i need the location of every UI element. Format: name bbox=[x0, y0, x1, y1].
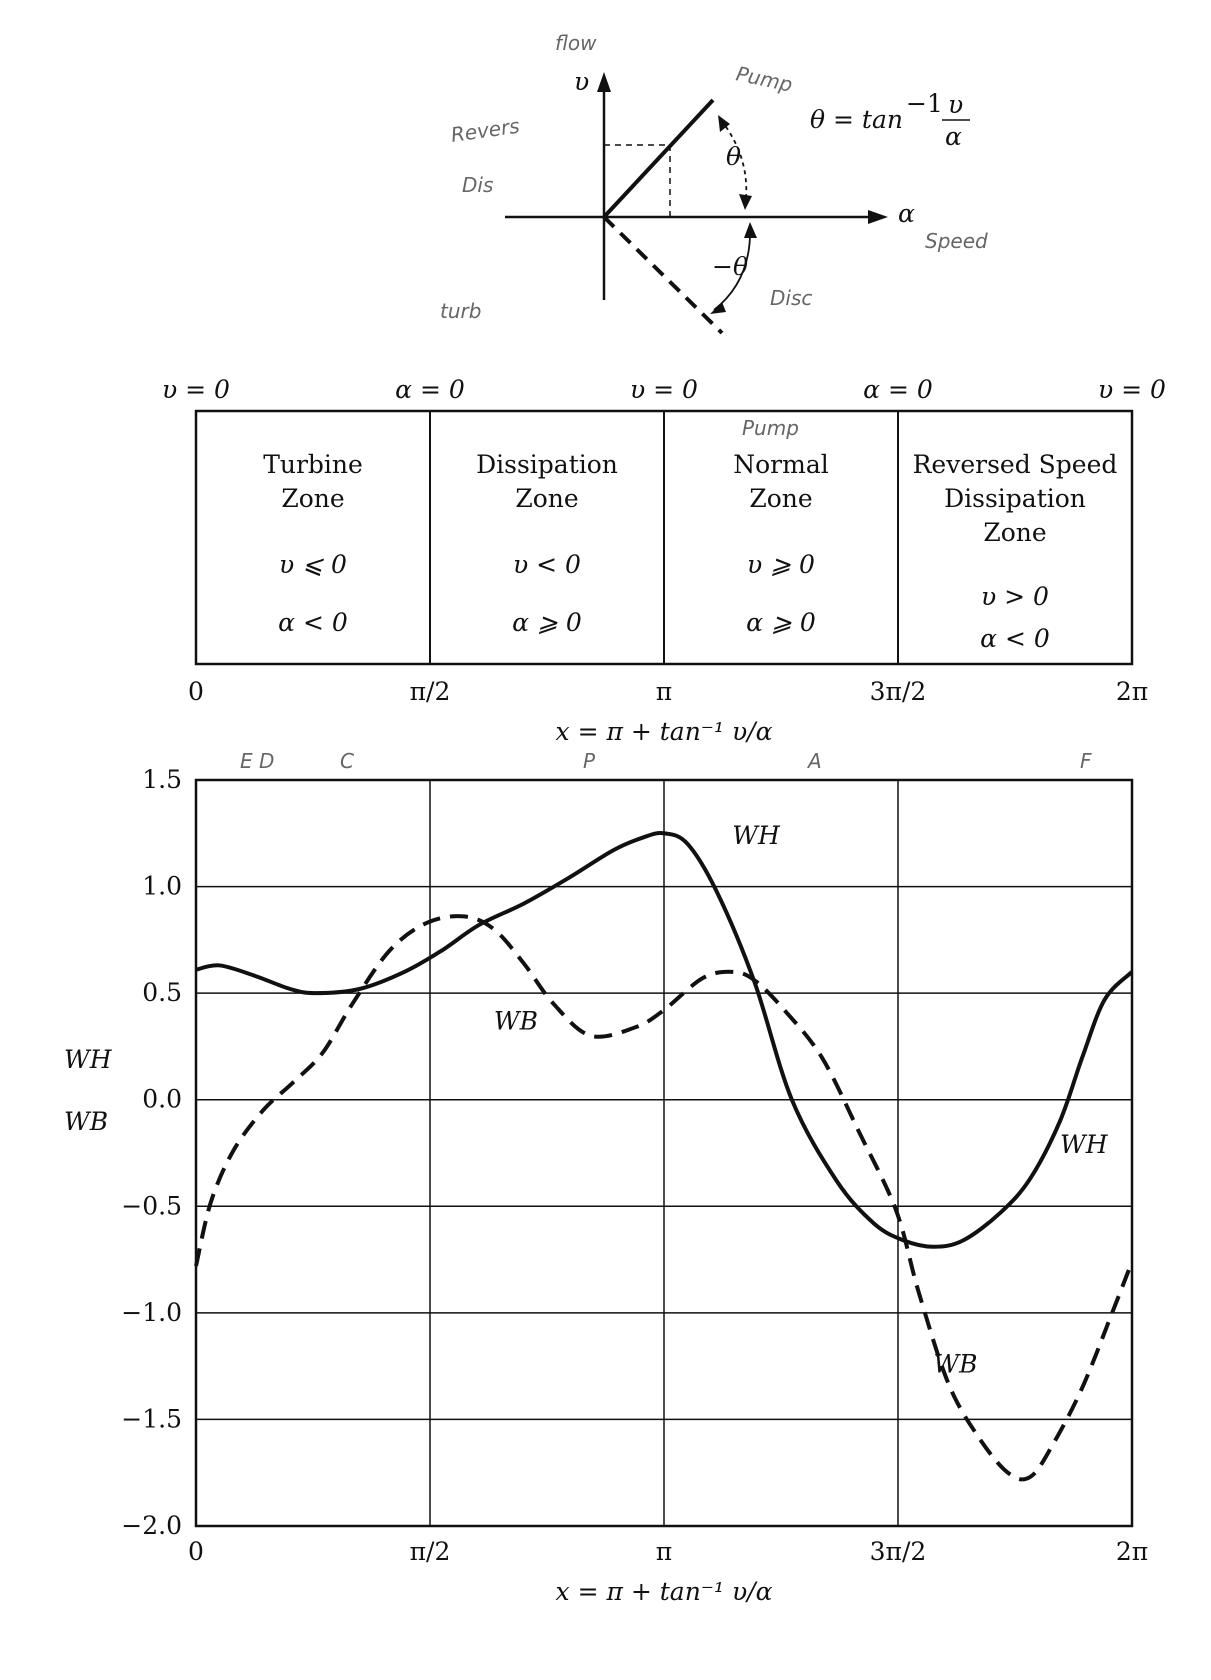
zone-condition-v: υ < 0 bbox=[513, 550, 581, 579]
y-tick-label: −0.5 bbox=[121, 1191, 182, 1220]
vector-diagram: flow υ α Speed θ −θ θ = tan −1 υ α Pump … bbox=[440, 31, 988, 335]
formula-numerator: υ bbox=[948, 90, 963, 119]
formula-denominator: α bbox=[945, 122, 962, 151]
zone-tick-label: 0 bbox=[188, 677, 204, 706]
zone-boundary-label: υ = 0 bbox=[1098, 375, 1166, 404]
hand-letter: E D bbox=[240, 749, 274, 773]
zone-tick-label: 2π bbox=[1116, 677, 1148, 706]
series-line-wb bbox=[194, 914, 1134, 1482]
y-axis-label-wh: WH bbox=[64, 1045, 113, 1074]
zone-name-line: Normal bbox=[733, 450, 828, 479]
zone-boundary-label: α = 0 bbox=[395, 375, 465, 404]
zone-name-line: Dissipation bbox=[476, 450, 618, 479]
formula-lhs: θ = tan bbox=[810, 105, 903, 134]
zones-table: υ = 0 α = 0 υ = 0 α = 0 υ = 0 Turbine Zone υ ⩽… bbox=[162, 375, 1166, 773]
zone-name-line: Zone bbox=[983, 518, 1046, 547]
zone-name-line: Turbine bbox=[263, 450, 363, 479]
theta-label: θ bbox=[726, 142, 741, 171]
formula-exponent: −1 bbox=[906, 89, 943, 118]
zone-condition-v: υ > 0 bbox=[981, 582, 1049, 611]
alpha-axis-label: α bbox=[898, 199, 915, 228]
zone-name-line: Dissipation bbox=[944, 484, 1086, 513]
y-tick-label: 1.0 bbox=[142, 872, 182, 901]
series-annotation: WH bbox=[732, 821, 781, 850]
neg-theta-label: −θ bbox=[712, 252, 748, 281]
pump-note: Pump bbox=[734, 61, 795, 96]
zone-tick-labels: 0 π/2 π 3π/2 2π bbox=[188, 677, 1148, 706]
reverse-note: Revers bbox=[449, 114, 521, 147]
v-axis-arrowhead bbox=[597, 72, 611, 92]
zone-tick-label: π/2 bbox=[410, 677, 451, 706]
reverse-dis-note: Dis bbox=[462, 173, 493, 197]
speed-label: Speed bbox=[925, 229, 988, 253]
zone-axis-formula: x = π + tan⁻¹ υ/α bbox=[556, 717, 773, 746]
y-tick-label: 0.0 bbox=[142, 1085, 182, 1114]
chart: 1.5 1.0 0.5 0.0 −0.5 −1.0 −1.5 −2.0 0 π/2 π 3π/2 2π… bbox=[64, 765, 1148, 1606]
theta-arrow-bottom bbox=[739, 194, 752, 210]
hand-letter: C bbox=[340, 749, 354, 773]
alpha-axis-arrowhead bbox=[868, 210, 888, 224]
zone-cells: Turbine Zone υ ⩽ 0 α < 0 Dissipation Zone υ < … bbox=[263, 450, 1117, 653]
zone-tick-label: π bbox=[656, 677, 672, 706]
zone-boundary-labels: υ = 0 α = 0 υ = 0 α = 0 υ = 0 bbox=[162, 375, 1166, 404]
y-tick-label: 0.5 bbox=[142, 978, 182, 1007]
x-axis-label: x = π + tan⁻¹ υ/α bbox=[556, 1577, 773, 1606]
zone-condition-alpha: α < 0 bbox=[278, 608, 348, 637]
series-line-wh bbox=[195, 831, 1134, 1249]
pump-vector bbox=[602, 98, 715, 219]
x-tick-label: 0 bbox=[188, 1537, 204, 1566]
y-tick-label: 1.5 bbox=[142, 765, 182, 794]
y-tick-label: −2.0 bbox=[121, 1511, 182, 1540]
zone-name-line: Zone bbox=[515, 484, 578, 513]
zone-pump-note: Pump bbox=[742, 416, 799, 440]
series-annotation: WH bbox=[1060, 1130, 1109, 1159]
neg-theta-arrow-bottom bbox=[710, 302, 726, 314]
zone-name-line: Zone bbox=[749, 484, 812, 513]
x-tick-label: π/2 bbox=[410, 1537, 451, 1566]
hand-letter: F bbox=[1080, 749, 1092, 773]
disc-note: Disc bbox=[770, 286, 812, 310]
zone-condition-v: υ ⩽ 0 bbox=[279, 550, 347, 579]
zone-name-line: Zone bbox=[281, 484, 344, 513]
series-annotations: WH WB WH WB bbox=[494, 821, 1109, 1379]
theta-arrow-top bbox=[718, 115, 730, 132]
flow-label: flow bbox=[555, 31, 597, 55]
x-tick-labels: 0 π/2 π 3π/2 2π bbox=[188, 1537, 1148, 1566]
zone-condition-alpha: α ⩾ 0 bbox=[746, 608, 816, 637]
y-tick-label: −1.5 bbox=[121, 1404, 182, 1433]
hand-letter: A bbox=[806, 749, 822, 773]
zone-condition-v: υ ⩾ 0 bbox=[747, 550, 815, 579]
zone-name-line: Reversed Speed bbox=[913, 450, 1118, 479]
neg-theta-arrow-top bbox=[744, 222, 757, 238]
zone-condition-alpha: α < 0 bbox=[980, 624, 1050, 653]
zone-condition-alpha: α ⩾ 0 bbox=[512, 608, 582, 637]
series-annotation: WB bbox=[933, 1350, 977, 1379]
chart-grid bbox=[194, 778, 1134, 1528]
y-tick-label: −1.0 bbox=[121, 1298, 182, 1327]
x-tick-label: 3π/2 bbox=[870, 1537, 927, 1566]
series-annotation: WB bbox=[494, 1006, 538, 1035]
x-tick-label: π bbox=[656, 1537, 672, 1566]
zone-boundary-label: υ = 0 bbox=[630, 375, 698, 404]
chart-series bbox=[194, 831, 1134, 1482]
turb-note: turb bbox=[440, 299, 481, 323]
v-axis-label: υ bbox=[574, 67, 589, 96]
hand-letter: P bbox=[583, 749, 596, 773]
x-tick-label: 2π bbox=[1116, 1537, 1148, 1566]
zone-boundary-label: υ = 0 bbox=[162, 375, 230, 404]
zone-tick-label: 3π/2 bbox=[870, 677, 927, 706]
zone-boundary-label: α = 0 bbox=[863, 375, 933, 404]
y-tick-labels: 1.5 1.0 0.5 0.0 −0.5 −1.0 −1.5 −2.0 bbox=[121, 765, 182, 1540]
turbine-vector bbox=[602, 215, 724, 335]
y-axis-label-wb: WB bbox=[64, 1107, 108, 1136]
